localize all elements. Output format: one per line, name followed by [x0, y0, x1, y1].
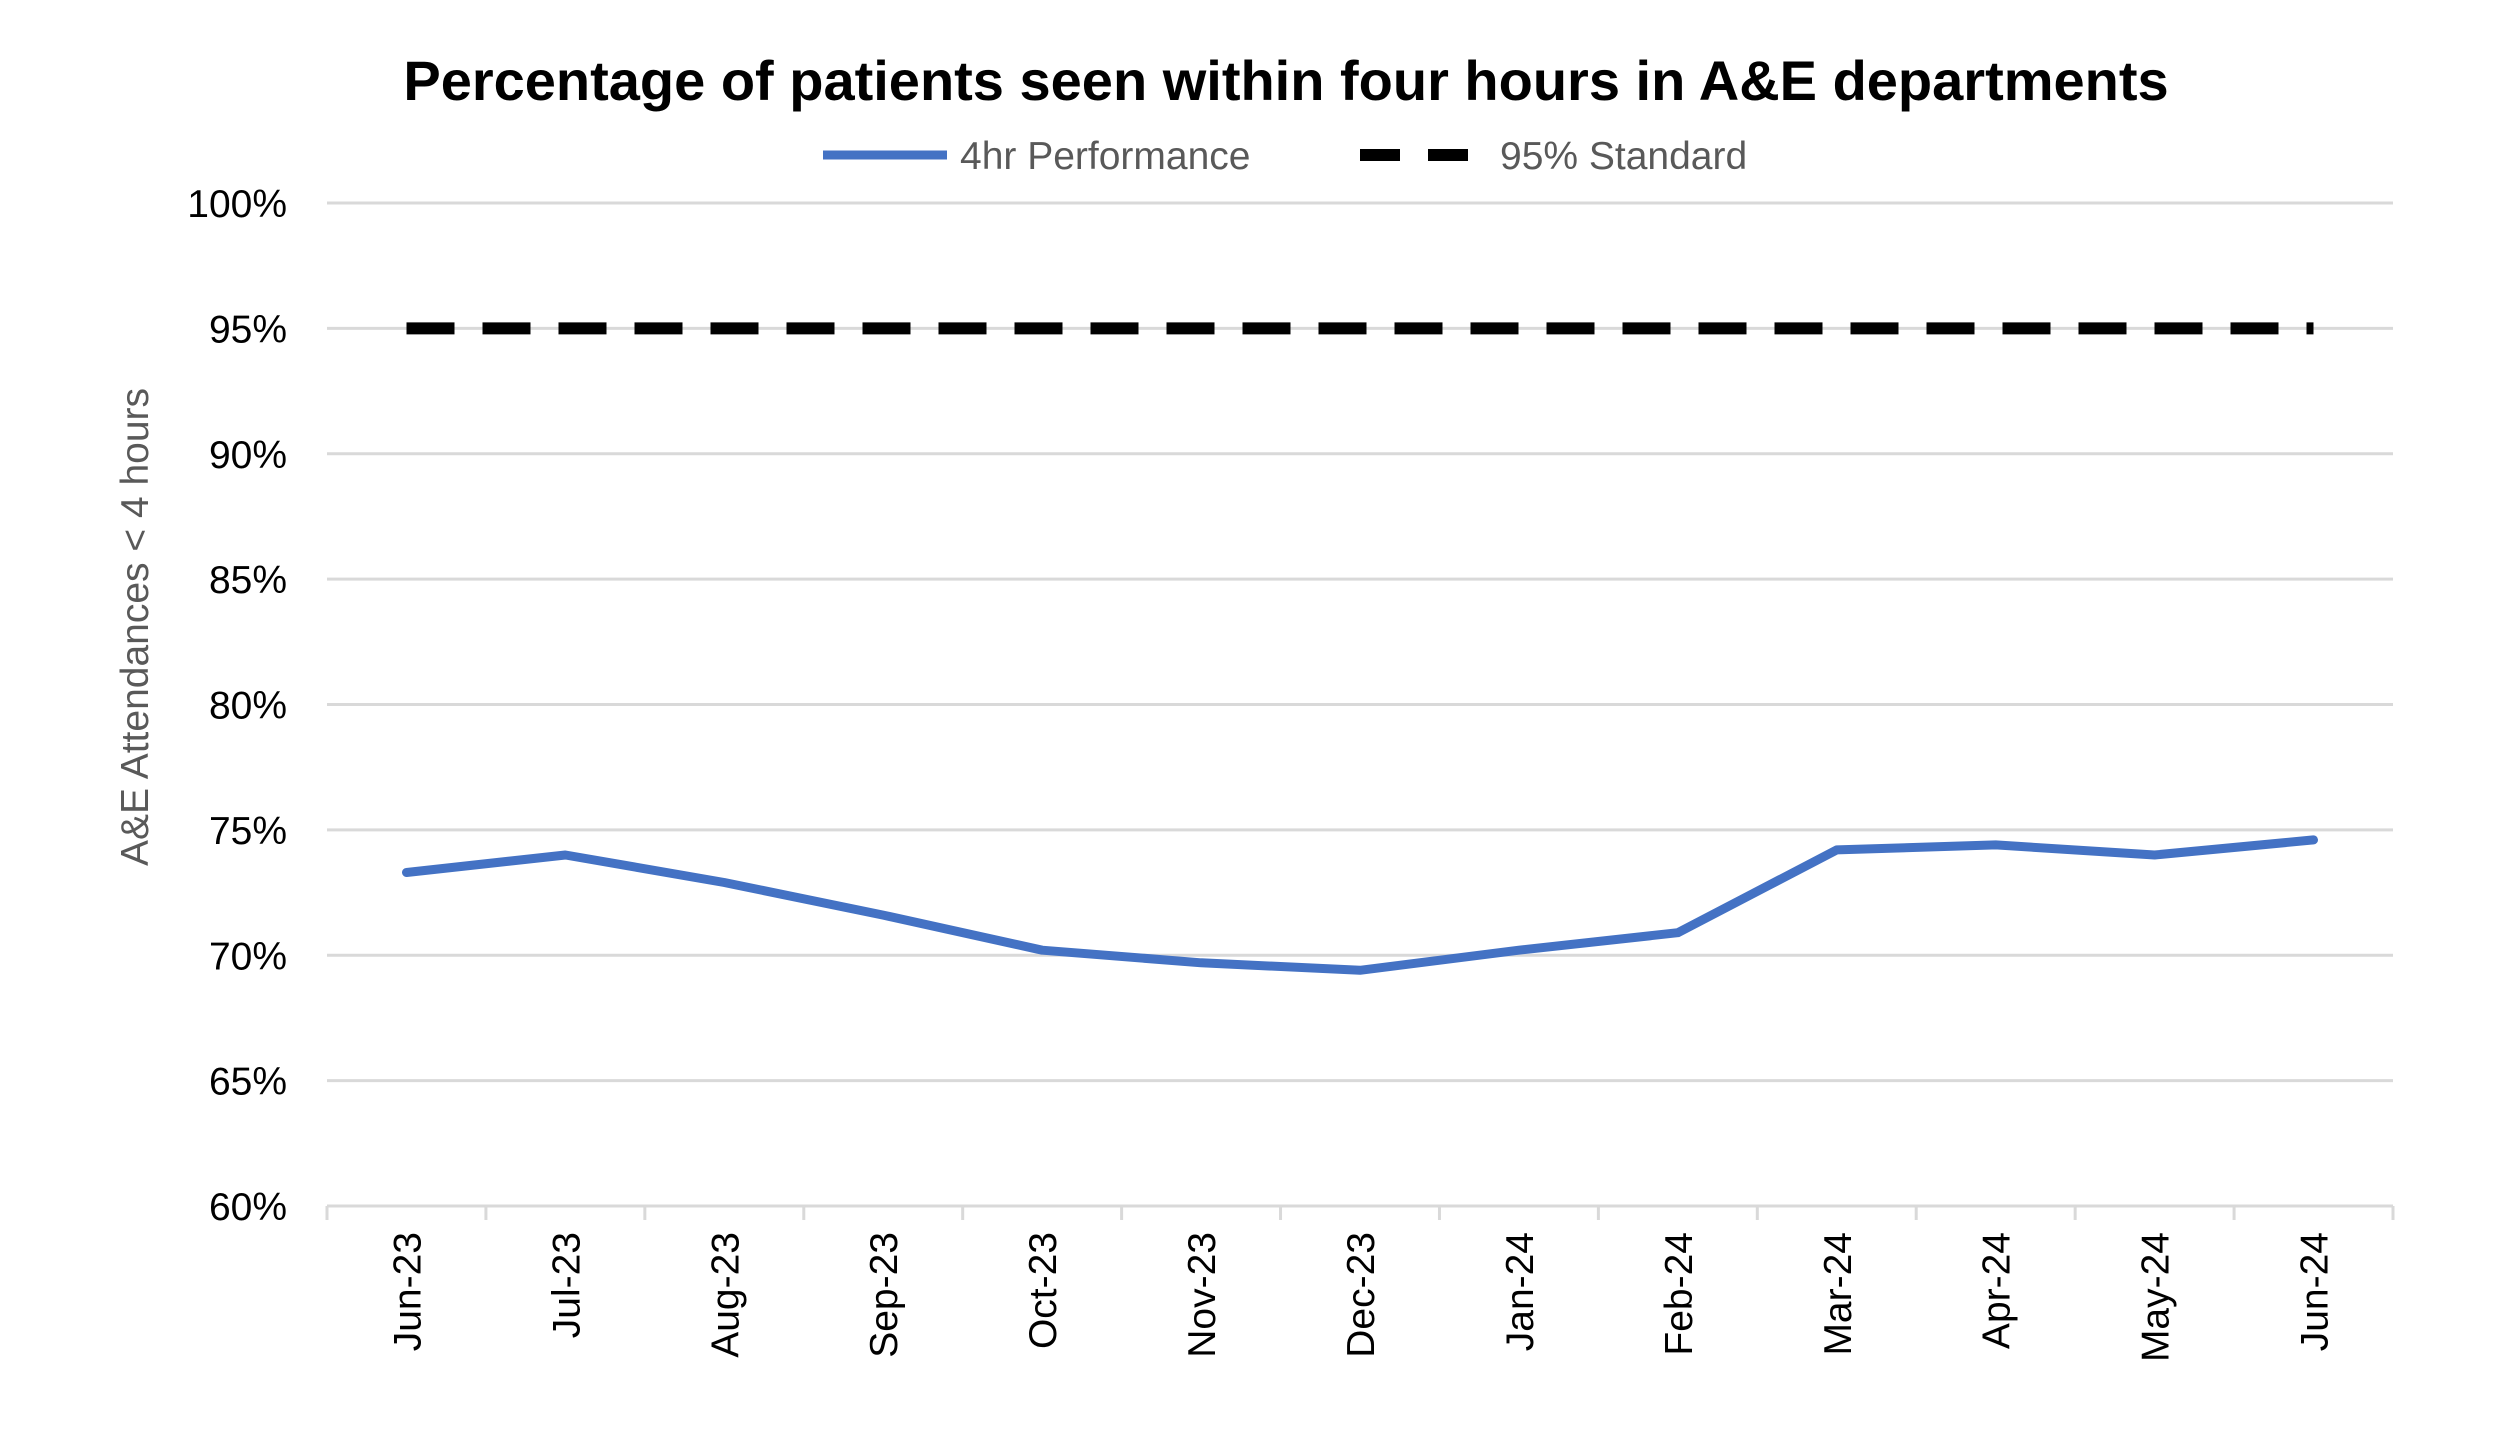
x-tick-label: Jan-24 — [1499, 1232, 1542, 1351]
y-tick-label: 90% — [209, 434, 287, 477]
chart-title: Percentage of patients seen within four … — [403, 49, 2168, 112]
legend-label: 95% Standard — [1500, 135, 1747, 178]
x-tick-label: Aug-23 — [704, 1232, 747, 1358]
y-tick-label: 95% — [209, 308, 287, 351]
legend: 4hr Performance 95% Standard — [823, 135, 1747, 178]
x-tick-label: Sep-23 — [863, 1232, 906, 1358]
x-axis: Jun-23 Jul-23 Aug-23 Sep-23 Oct-23 Nov-23 Dec-… — [325, 1204, 2395, 1362]
y-tick-label: 80% — [209, 685, 287, 728]
x-tick-label: Dec-23 — [1340, 1232, 1383, 1358]
series-line-4hr-performance — [402, 835, 2318, 975]
x-tick-label: Apr-24 — [1976, 1232, 2019, 1349]
x-tick-label: Jul-23 — [545, 1232, 588, 1338]
x-tick-label: Nov-23 — [1181, 1232, 1224, 1358]
x-tick-label: Jun-24 — [2294, 1232, 2337, 1351]
y-tick-label: 65% — [209, 1061, 287, 1104]
y-tick-label: 70% — [209, 935, 287, 978]
y-tick-label: 60% — [209, 1186, 287, 1229]
y-axis-ticks: 60% 65% 70% 75% 80% 85% 90% 95% 100% — [187, 183, 287, 1229]
y-tick-label: 85% — [209, 559, 287, 602]
gridlines — [327, 201, 2393, 1083]
x-tick-label: Jun-23 — [386, 1232, 429, 1351]
legend-label: 4hr Performance — [960, 135, 1250, 178]
y-axis-label: A&E Attendances < 4 hours — [114, 388, 157, 866]
y-tick-label: 75% — [209, 810, 287, 853]
x-tick-label: Oct-23 — [1022, 1232, 1065, 1349]
series-lines — [402, 322, 2318, 975]
x-tick-label: Mar-24 — [1817, 1232, 1860, 1356]
x-tick-label: May-24 — [2135, 1232, 2178, 1362]
x-tick-label: Feb-24 — [1658, 1232, 1701, 1356]
y-tick-label: 100% — [187, 183, 287, 226]
